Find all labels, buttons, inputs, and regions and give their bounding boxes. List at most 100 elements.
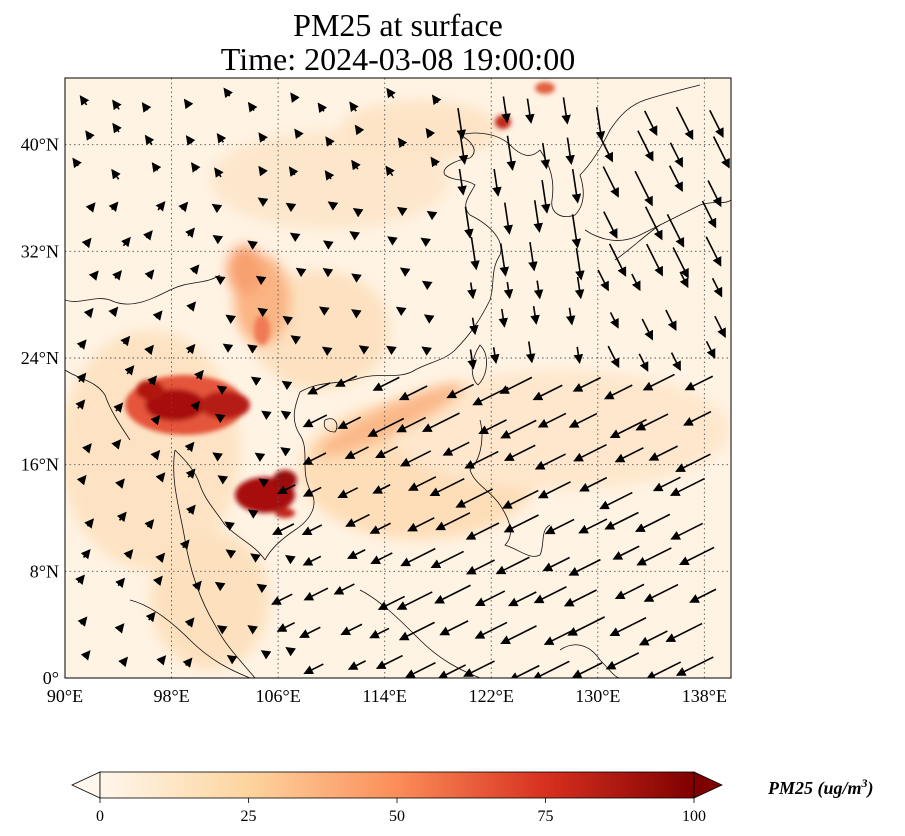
wind-arrow — [675, 656, 714, 676]
wind-arrow — [573, 346, 584, 365]
wind-arrow — [216, 625, 228, 635]
wind-arrow — [226, 655, 238, 665]
wind-arrow — [190, 400, 201, 412]
wind-arrow — [421, 412, 460, 432]
map-title: PM25 at surface — [293, 7, 503, 43]
wind-arrow — [638, 630, 668, 646]
wind-arrow — [349, 101, 359, 113]
wind-arrow — [144, 134, 155, 146]
wind-arrow — [333, 583, 355, 595]
wind-arrow — [212, 452, 223, 462]
wind-arrow — [185, 468, 196, 479]
wind-arrow — [532, 660, 570, 678]
wind-arrow — [290, 92, 300, 103]
wind-arrow — [652, 476, 681, 492]
wind-arrow — [247, 344, 258, 354]
wind-arrow — [643, 110, 658, 136]
colorbar-label: PM25 (ug/m3) — [768, 776, 874, 798]
wind-arrow — [474, 590, 506, 607]
wind-arrow — [457, 168, 467, 196]
x-tick-label: 90°E — [47, 686, 83, 706]
wind-arrow — [572, 376, 601, 392]
wind-arrow — [285, 647, 296, 657]
wind-arrow — [714, 315, 726, 338]
wind-arrow — [638, 353, 649, 372]
wind-arrow — [290, 335, 302, 345]
wind-arrow — [247, 101, 258, 113]
wind-arrow — [261, 410, 272, 420]
wind-arrow — [186, 301, 197, 312]
wind-arrow — [670, 522, 704, 540]
wind-arrow — [318, 306, 330, 316]
wind-arrow — [465, 559, 495, 575]
wind-arrow — [217, 475, 229, 485]
wind-arrow — [223, 87, 233, 99]
x-tick-label: 130°E — [575, 686, 620, 706]
wind-arrow — [85, 202, 96, 213]
wind-arrow — [499, 243, 510, 277]
wind-arrow — [216, 132, 227, 144]
wind-arrow — [88, 270, 99, 281]
wind-arrow — [325, 136, 335, 147]
wind-arrow — [642, 373, 675, 391]
wind-arrow — [711, 277, 723, 298]
wind-arrow — [152, 575, 163, 587]
wind-arrow — [399, 267, 411, 277]
wind-arrow — [258, 132, 268, 143]
wind-arrow — [370, 552, 393, 564]
wind-arrow — [608, 243, 627, 277]
wind-arrow — [501, 96, 511, 124]
wind-arrow — [347, 549, 366, 559]
wind-arrow — [108, 201, 119, 212]
y-tick-label: 40°N — [21, 135, 59, 155]
wind-arrow — [155, 201, 166, 212]
wind-arrow — [317, 102, 328, 114]
colorbar-tick-label: 100 — [682, 808, 706, 825]
wind-arrow — [189, 264, 200, 275]
wind-arrow — [500, 419, 537, 439]
wind-arrow — [216, 385, 228, 395]
wind-arrow — [455, 488, 493, 508]
wind-arrow — [112, 99, 122, 111]
wind-arrow — [369, 627, 390, 639]
wind-arrow — [322, 268, 334, 278]
wind-arrow — [282, 315, 294, 326]
wind-arrow — [399, 450, 432, 467]
wind-arrow — [502, 489, 539, 509]
wind-arrow — [439, 620, 469, 636]
wind-arrow — [614, 583, 645, 599]
wind-arrow — [222, 343, 234, 353]
wind-arrow — [578, 518, 608, 534]
wind-arrow — [385, 165, 395, 177]
wind-arrow — [386, 345, 397, 356]
wind-arrow — [503, 202, 513, 235]
wind-arrow — [609, 617, 647, 637]
wind-arrow — [185, 227, 195, 238]
wind-arrow — [423, 314, 435, 324]
wind-arrow — [643, 583, 679, 602]
wind-arrow — [434, 584, 471, 604]
wind-arrow — [123, 549, 134, 560]
wind-arrow — [77, 616, 88, 627]
wind-arrow — [571, 662, 603, 678]
wind-arrow — [299, 626, 321, 638]
wind-arrow — [612, 545, 640, 560]
wind-arrow — [211, 203, 223, 214]
x-tick-label: 138°E — [682, 686, 727, 706]
wind-arrow — [668, 165, 683, 193]
wind-arrow — [113, 402, 124, 413]
x-tick-label: 114°E — [362, 686, 407, 706]
wind-arrow — [327, 201, 339, 211]
wind-arrow — [595, 107, 606, 142]
wind-arrow — [678, 546, 715, 565]
wind-arrow — [537, 412, 567, 428]
wind-arrow — [72, 157, 82, 169]
wind-arrow — [635, 413, 669, 431]
wind-arrow — [431, 94, 442, 106]
wind-arrow — [272, 523, 295, 535]
wind-arrow — [579, 476, 608, 492]
wind-arrow — [404, 661, 436, 678]
wind-arrow — [349, 231, 360, 241]
wind-arrow — [387, 236, 398, 246]
colorbar-gradient — [99, 771, 695, 799]
